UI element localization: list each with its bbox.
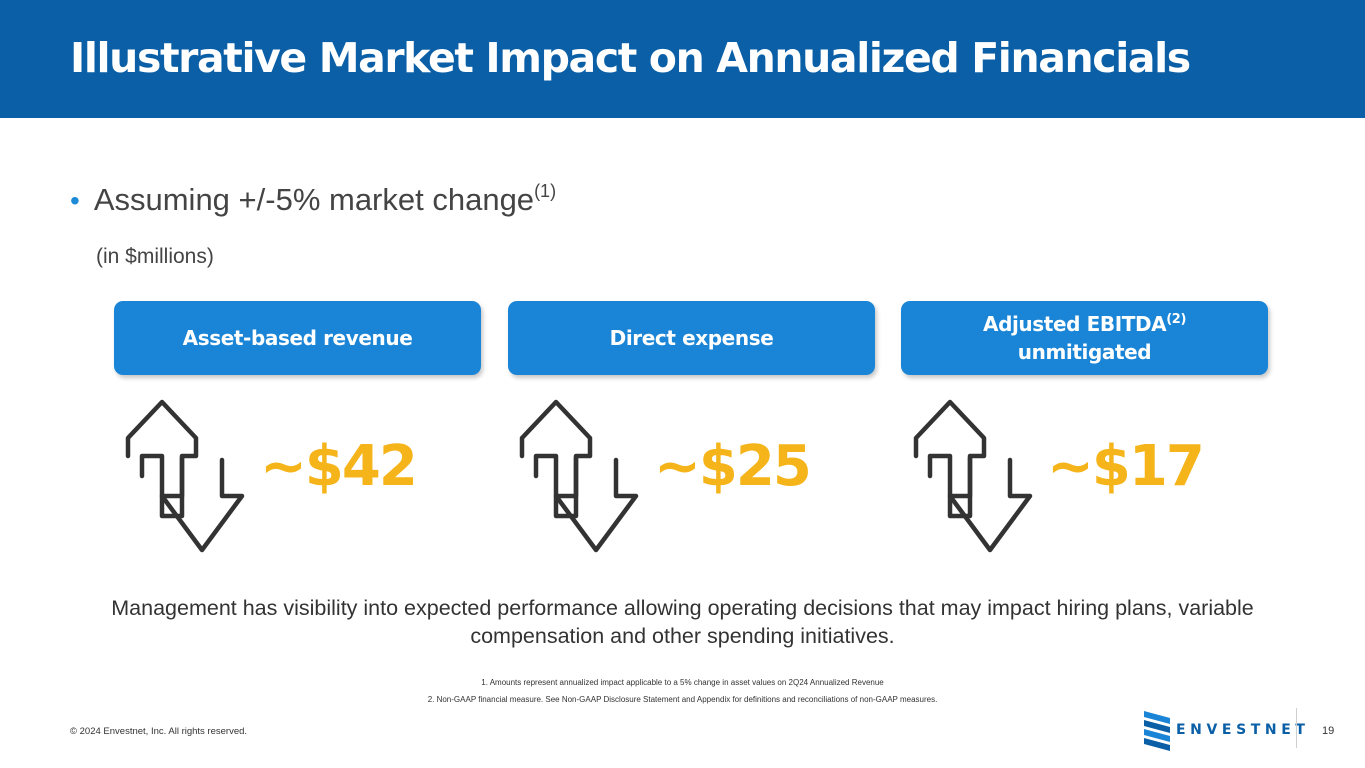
- footnote-2: 2. Non-GAAP financial measure. See Non-G…: [427, 695, 938, 704]
- adjusted-ebitda-label: Adjusted EBITDA(2) unmitigated: [901, 301, 1268, 375]
- metric-label-line1: Adjusted EBITDA: [982, 312, 1167, 336]
- up-down-arrows-icon: [519, 399, 639, 553]
- up-down-arrows-icon: [913, 399, 1033, 553]
- metric-label-line2: unmitigated: [1017, 340, 1152, 364]
- up-down-arrows-icon: [125, 399, 245, 553]
- envestnet-logo-icon: [1144, 711, 1170, 751]
- copyright-notice: © 2024 Envestnet, Inc. All rights reserv…: [70, 726, 248, 737]
- direct-expense-value: ~$25: [654, 434, 812, 499]
- footnote-ref-1: (1): [534, 181, 557, 201]
- bullet-text: Assuming +/-5% market change: [93, 182, 535, 217]
- page-number: 19: [1322, 725, 1335, 737]
- title-banner: Illustrative Market Impact on Annualized…: [0, 0, 1365, 118]
- brand-wordmark: ENVESTNET: [1176, 722, 1310, 738]
- metric-label: Asset-based revenue: [182, 326, 413, 350]
- page-title: Illustrative Market Impact on Annualized…: [70, 34, 1191, 82]
- adjusted-ebitda-value: ~$17: [1047, 434, 1205, 499]
- footer-divider: [1296, 708, 1297, 748]
- asset-based-revenue-label: Asset-based revenue: [114, 301, 481, 375]
- asset-based-revenue-value: ~$42: [260, 434, 418, 499]
- bullet-marker: •: [70, 185, 80, 216]
- management-note: Management has visibility into expected …: [111, 596, 1254, 648]
- bullet-point: • Assuming +/-5% market change(1): [70, 182, 556, 218]
- footnote-ref-2: (2): [1166, 312, 1186, 327]
- direct-expense-label: Direct expense: [508, 301, 875, 375]
- footnote-1: 1. Amounts represent annualized impact a…: [481, 678, 884, 687]
- metric-label: Direct expense: [609, 326, 774, 350]
- units-note: (in $millions): [96, 245, 214, 268]
